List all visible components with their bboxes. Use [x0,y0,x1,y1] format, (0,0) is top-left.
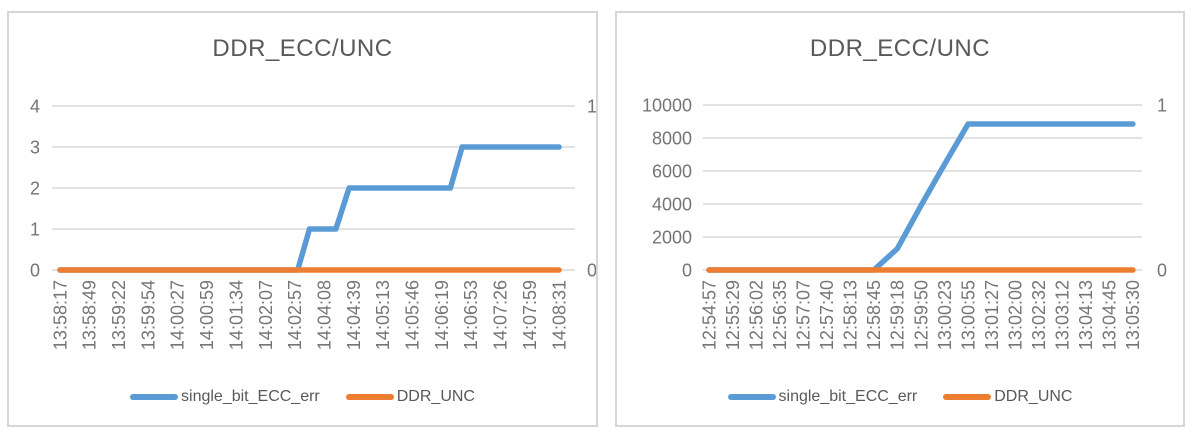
x-axis-tick-label: 13:00:55 [958,280,978,350]
y-axis-tick-label: 2000 [652,227,692,247]
x-axis-tick-label: 14:00:59 [197,280,217,350]
x-axis-tick-label: 14:00:27 [168,280,188,350]
line-chart-plot: 4 3 2 1 0 1 0 13:58:17 13:58:49 13:59:22 13:59:54 1… [30,96,596,350]
x-axis-tick-label: 13:00:23 [935,280,955,350]
chart-title: DDR_ECC/UNC [809,35,991,62]
secondary-y-axis-tick-label: 1 [1157,95,1167,115]
line-chart-plot: 10000 8000 6000 4000 2000 0 1 0 12:54:57 12:55:29… [642,95,1167,350]
y-axis-tick-label: 4 [30,96,40,116]
legend-swatch-orange-line [943,394,992,400]
x-axis-tick-label: 13:04:13 [1076,280,1096,350]
secondary-y-axis-tick-label: 0 [587,260,596,280]
x-axis-tick-label: 13:05:30 [1123,280,1143,350]
legend-swatch-blue-line [130,394,179,400]
legend-label: DDR_UNC [994,388,1073,405]
x-axis-tick-label: 14:05:13 [373,280,393,350]
legend-item-ddr-unc: DDR_UNC [943,388,1072,406]
x-axis-tick-label: 14:06:19 [432,280,452,350]
x-axis-tick-label: 14:06:53 [461,280,481,350]
legend-item-single-bit-ecc-err: single_bit_ECC_err [727,388,918,406]
x-axis-tick-label: 14:04:08 [315,280,335,350]
secondary-y-axis-tick-label: 1 [587,96,596,116]
x-axis-tick-label: 12:57:07 [794,280,814,350]
x-axis-tick-label: 13:04:45 [1100,280,1120,350]
legend-swatch-orange-line [345,394,394,400]
legend-swatch-blue-line [727,394,776,400]
chart-card-left: 4 3 2 1 0 1 0 13:58:17 13:58:49 13:59:22 13:59:54 1… [7,11,598,427]
y-axis-tick-label: 4000 [652,194,692,214]
x-axis-tick-label: 13:01:27 [982,280,1002,350]
chart-title: DDR_ECC/UNC [212,35,393,62]
legend-label: single_bit_ECC_err [181,388,320,405]
x-axis-tick-label: 14:04:39 [344,280,364,350]
y-axis-tick-label: 10000 [642,95,692,115]
x-axis-tick-label: 12:56:35 [770,280,790,350]
chart-legend: single_bit_ECC_err DDR_UNC [617,386,1183,408]
x-axis-tick-label: 12:59:50 [911,280,931,350]
x-axis-tick-label: 14:02:07 [256,280,276,350]
y-axis-tick-label: 1 [30,219,40,239]
x-axis-tick-label: 13:59:54 [138,280,158,350]
x-axis-tick-label: 12:57:40 [817,280,837,350]
x-axis-tick-label: 12:59:18 [888,280,908,350]
x-axis-tick-label: 13:03:12 [1053,280,1073,350]
y-axis-tick-label: 0 [30,260,40,280]
series-line-single_bit_ECC_err [706,121,1136,273]
x-axis-tick-label: 13:58:17 [50,280,70,350]
x-axis-tick-label: 14:07:59 [520,280,540,350]
x-axis-tick-label: 13:02:00 [1006,280,1026,350]
y-axis-tick-label: 0 [682,260,692,280]
x-axis-tick-label: 12:55:29 [723,280,743,350]
y-axis-tick-label: 6000 [652,161,692,181]
x-axis-tick-label: 14:08:31 [549,280,569,350]
chart-legend: single_bit_ECC_err DDR_UNC [9,386,596,408]
y-axis-tick-label: 2 [30,178,40,198]
legend-item-ddr-unc: DDR_UNC [345,388,475,406]
legend-item-single-bit-ecc-err: single_bit_ECC_err [130,388,320,406]
x-axis-tick-label: 13:59:22 [109,280,129,350]
legend-label: single_bit_ECC_err [778,388,918,405]
x-axis-tick-label: 14:01:34 [226,280,246,350]
x-axis-tick-label: 14:07:26 [491,280,511,350]
y-axis-tick-label: 8000 [652,128,692,148]
y-axis-tick-label: 3 [30,137,40,157]
x-axis-tick-label: 12:56:02 [746,280,766,350]
legend-label: DDR_UNC [396,388,475,405]
series-line-single_bit_ECC_err [57,144,562,273]
x-axis-tick-label: 13:58:49 [80,280,100,350]
x-axis-tick-label: 13:02:32 [1029,280,1049,350]
x-axis-tick-label: 14:05:46 [403,280,423,350]
x-axis-tick-label: 12:54:57 [699,280,719,350]
x-axis-tick-label: 12:58:45 [864,280,884,350]
x-axis-tick-label: 14:02:57 [285,280,305,350]
x-axis-tick-label: 12:58:13 [841,280,861,350]
chart-card-right: 10000 8000 6000 4000 2000 0 1 0 12:54:57 12:55:29… [615,11,1185,427]
secondary-y-axis-tick-label: 0 [1157,260,1167,280]
